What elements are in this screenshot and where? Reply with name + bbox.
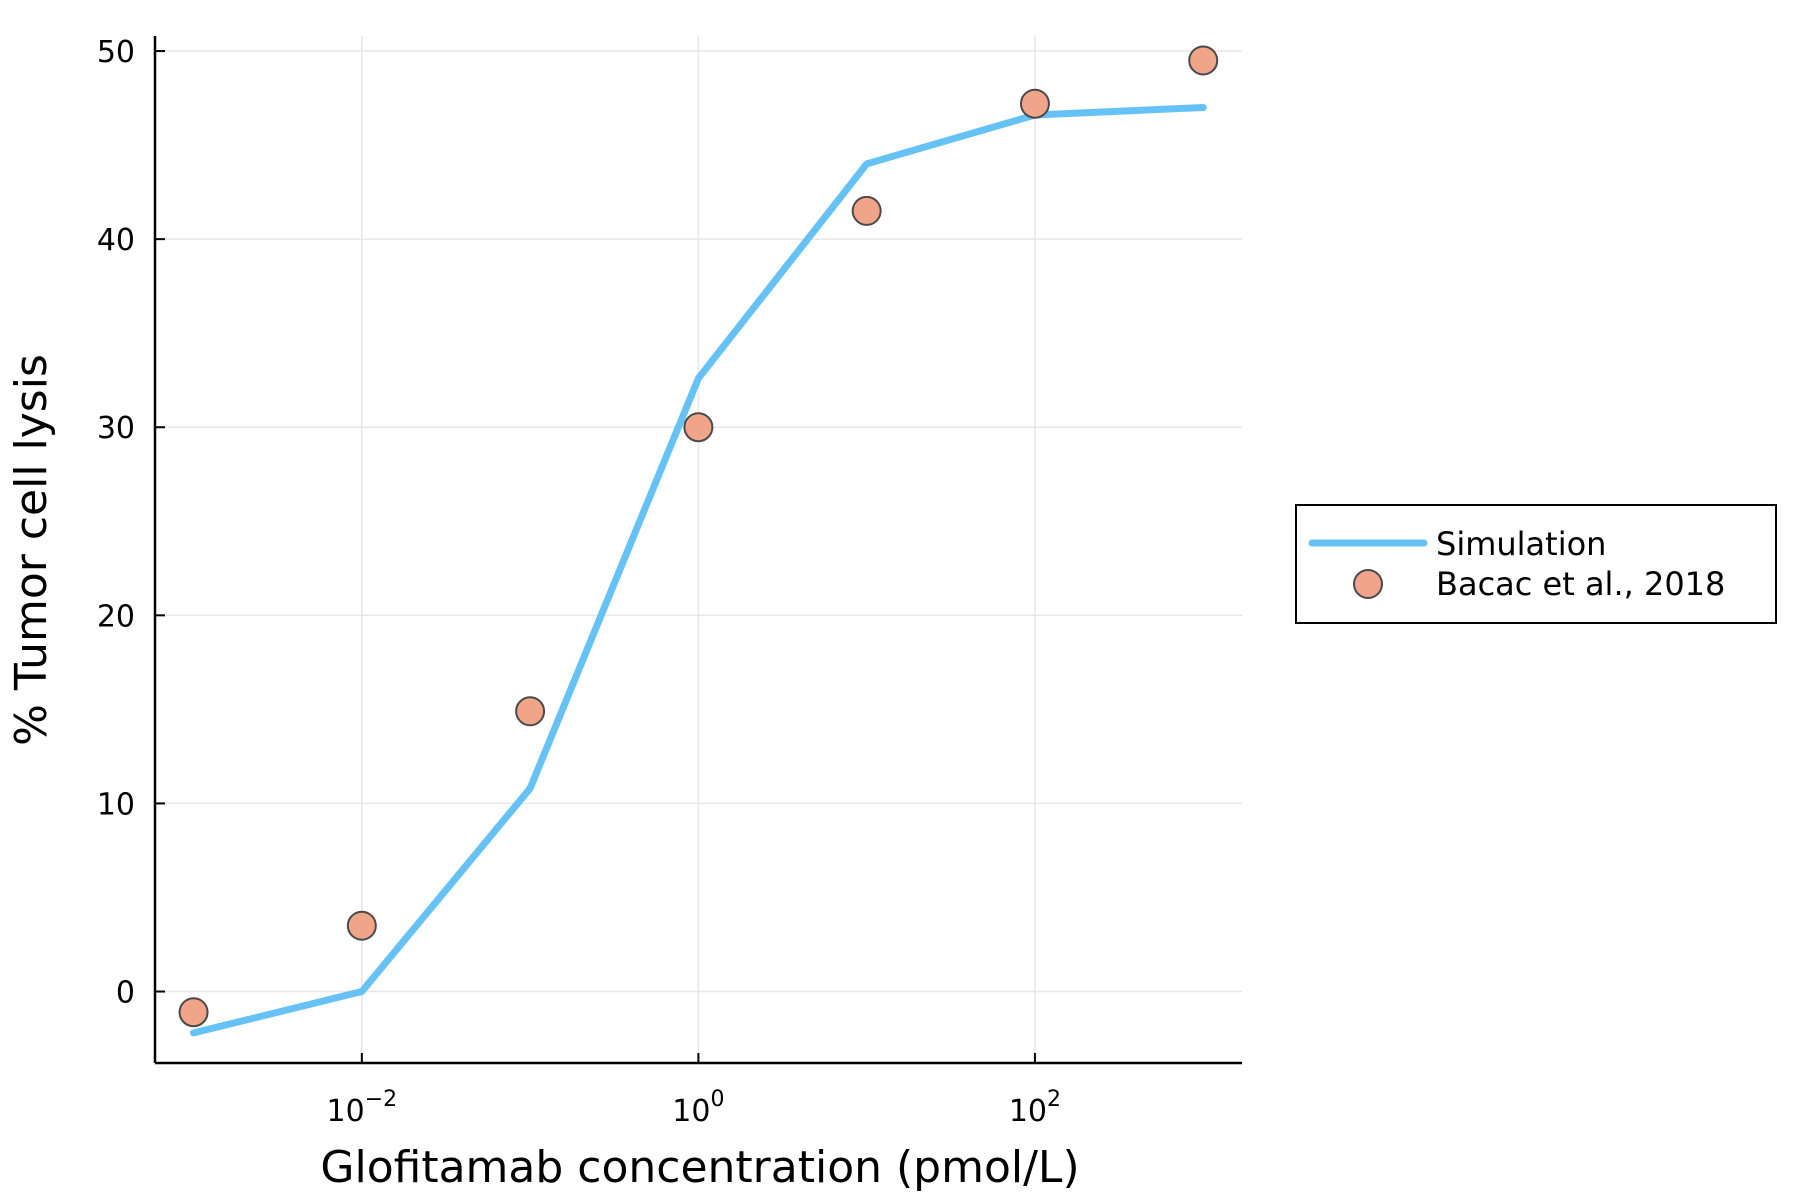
y-tick-label-1: 10 <box>97 787 135 822</box>
data-point-1 <box>346 910 377 941</box>
legend-marker-swatch <box>1353 569 1383 599</box>
data-point-6 <box>1188 45 1219 76</box>
data-point-4 <box>851 195 882 226</box>
x-tick-label-2: 102 <box>1009 1087 1061 1129</box>
grid-lines <box>155 36 1242 1063</box>
legend: Simulation Bacac et al., 2018 <box>1295 504 1777 624</box>
x-tick-label-0: 10−2 <box>327 1087 398 1129</box>
data-point-0 <box>178 997 209 1028</box>
legend-label-simulation: Simulation <box>1436 525 1606 563</box>
x-axis-ticks: 10−2 100 102 <box>327 1053 1061 1129</box>
y-axis-label: % Tumor cell lysis <box>6 354 57 746</box>
x-axis-label: Glofitamab concentration (pmol/L) <box>320 1142 1079 1193</box>
legend-box <box>1295 504 1777 624</box>
data-point-3 <box>683 412 714 443</box>
y-tick-label-4: 40 <box>97 223 135 258</box>
y-tick-label-0: 0 <box>116 976 135 1011</box>
y-tick-label-2: 20 <box>97 599 135 634</box>
series-layer <box>178 45 1219 1037</box>
y-axis-ticks: 0 10 20 30 40 50 <box>97 35 165 1011</box>
y-tick-label-3: 30 <box>97 411 135 446</box>
data-point-2 <box>515 696 546 727</box>
data-point-5 <box>1019 88 1050 119</box>
y-tick-label-5: 50 <box>97 35 135 70</box>
x-tick-label-1: 100 <box>672 1087 724 1129</box>
legend-label-bacac: Bacac et al., 2018 <box>1436 565 1725 603</box>
